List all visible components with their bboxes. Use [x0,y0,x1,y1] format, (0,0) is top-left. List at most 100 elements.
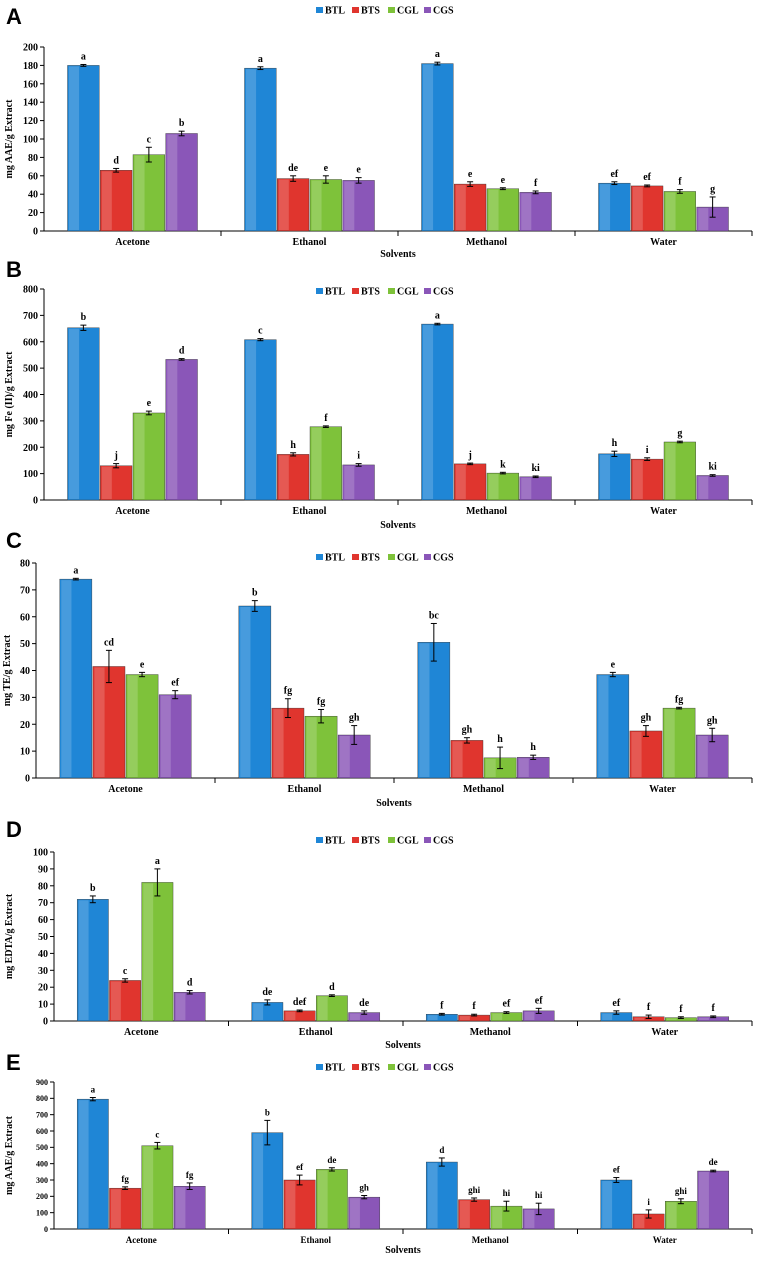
y-tick-label: 0 [25,774,30,785]
data-letter-label: gh [707,715,718,726]
legend-label-cgs: CGS [433,1063,454,1074]
bar-highlight [246,69,257,230]
bar-bts [631,185,664,232]
legend-label-btl: BTL [325,836,345,847]
bar-highlight [317,996,328,1020]
legend-label-cgl: CGL [397,1063,419,1074]
bar-highlight [665,192,676,230]
data-letter-label: de [262,987,273,998]
data-letter-label: e [356,165,361,176]
data-letter-label: ef [296,1162,304,1172]
y-tick-label: 20 [38,983,48,994]
bar-bts [92,666,126,779]
y-axis-title: mg EDTA/g Extract [4,893,15,979]
legend-swatch-cgs [424,7,431,13]
data-letter-label: ef [613,1165,621,1175]
y-tick-label: 30 [38,966,48,977]
x-axis-title: Solvents [385,1245,421,1256]
y-tick-label: 10 [20,747,30,758]
y-tick-label: 50 [20,639,30,650]
bar-highlight [101,171,112,230]
bar-cgs [173,992,206,1022]
data-letter-label: a [91,1085,96,1095]
x-tick-label: Acetone [126,1235,157,1245]
legend-swatch-bts [352,554,359,560]
y-tick-label: 500 [36,1143,48,1152]
y-tick-label: 60 [38,915,48,926]
bar-highlight [285,1011,296,1020]
data-letter-label: i [357,451,360,462]
bar-bts [109,980,141,1022]
data-letter-label: f [712,1003,716,1014]
bar-btl [421,323,454,501]
bar-highlight [698,476,709,499]
x-axis-title: Solvents [380,249,416,260]
data-letter-label: a [435,310,440,321]
bar-highlight [344,465,355,499]
bar-bts [458,1199,490,1230]
y-tick-label: 100 [36,1208,48,1217]
chart-panel-d: D BTL BTS CGL CGS 0 10 20 30 40 50 60 70 80 90 100 mg ED… [4,817,753,1051]
bar-highlight [600,184,611,230]
legend-swatch-cgl [388,7,395,13]
bar-bts [277,178,310,232]
data-letter-label: fg [186,1170,194,1180]
x-tick-label: Water [651,1027,678,1038]
data-letter-label: bc [429,610,440,621]
y-tick-label: 30 [20,693,30,704]
data-letter-label: c [258,326,263,337]
data-letter-label: k [500,459,506,470]
x-tick-label: Ethanol [300,1235,331,1245]
data-letter-label: b [90,883,96,894]
bar-highlight [634,1017,645,1020]
bar-highlight [632,186,643,230]
y-tick-label: 70 [38,898,48,909]
legend-swatch-bts [352,837,359,843]
x-axis-title: Solvents [380,520,416,531]
data-letter-label: c [155,1129,159,1139]
bar-btl [67,65,100,232]
x-tick-label: Methanol [463,784,504,795]
bar-cgs [697,1170,730,1230]
data-letter-label: b [81,312,87,323]
data-letter-label: hi [503,1188,511,1198]
x-tick-label: Methanol [466,237,507,248]
data-letter-label: ef [503,999,511,1010]
x-tick-label: Ethanol [293,506,327,517]
bar-btl [244,339,277,501]
bar-btl [596,674,630,779]
bar-highlight [134,155,145,230]
data-letter-label: ef [612,998,620,1009]
bar-cgl [662,707,696,779]
x-tick-label: Water [650,237,677,248]
data-letter-label: ef [610,169,618,180]
bar-bts [100,465,133,501]
bar-cgs [165,133,198,232]
y-tick-label: 0 [43,1017,48,1028]
data-letter-label: f [472,1001,476,1012]
legend-swatch-cgs [424,288,431,294]
bar-highlight [246,340,257,499]
y-tick-label: 80 [28,153,38,164]
x-tick-label: Acetone [115,237,150,248]
data-letter-label: j [113,451,117,462]
bar-highlight [666,1018,677,1020]
bar-highlight [419,643,430,777]
bar-highlight [69,66,80,231]
y-tick-label: 20 [20,720,30,731]
x-axis-title: Solvents [385,1040,421,1051]
bar-highlight [240,607,251,777]
y-tick-label: 80 [20,559,30,570]
bar-bts [283,1179,316,1230]
legend-label-cgs: CGS [433,836,454,847]
bar-cgl [132,154,165,232]
y-tick-label: 60 [20,612,30,623]
legend-swatch-btl [316,1064,323,1070]
bar-highlight [311,427,322,499]
legend-swatch-cgs [424,1064,431,1070]
bar-highlight [524,1209,535,1228]
y-axis-title: mg Fe (II)/g Extract [4,351,15,437]
y-tick-label: 80 [38,881,48,892]
bar-highlight [524,1011,535,1020]
